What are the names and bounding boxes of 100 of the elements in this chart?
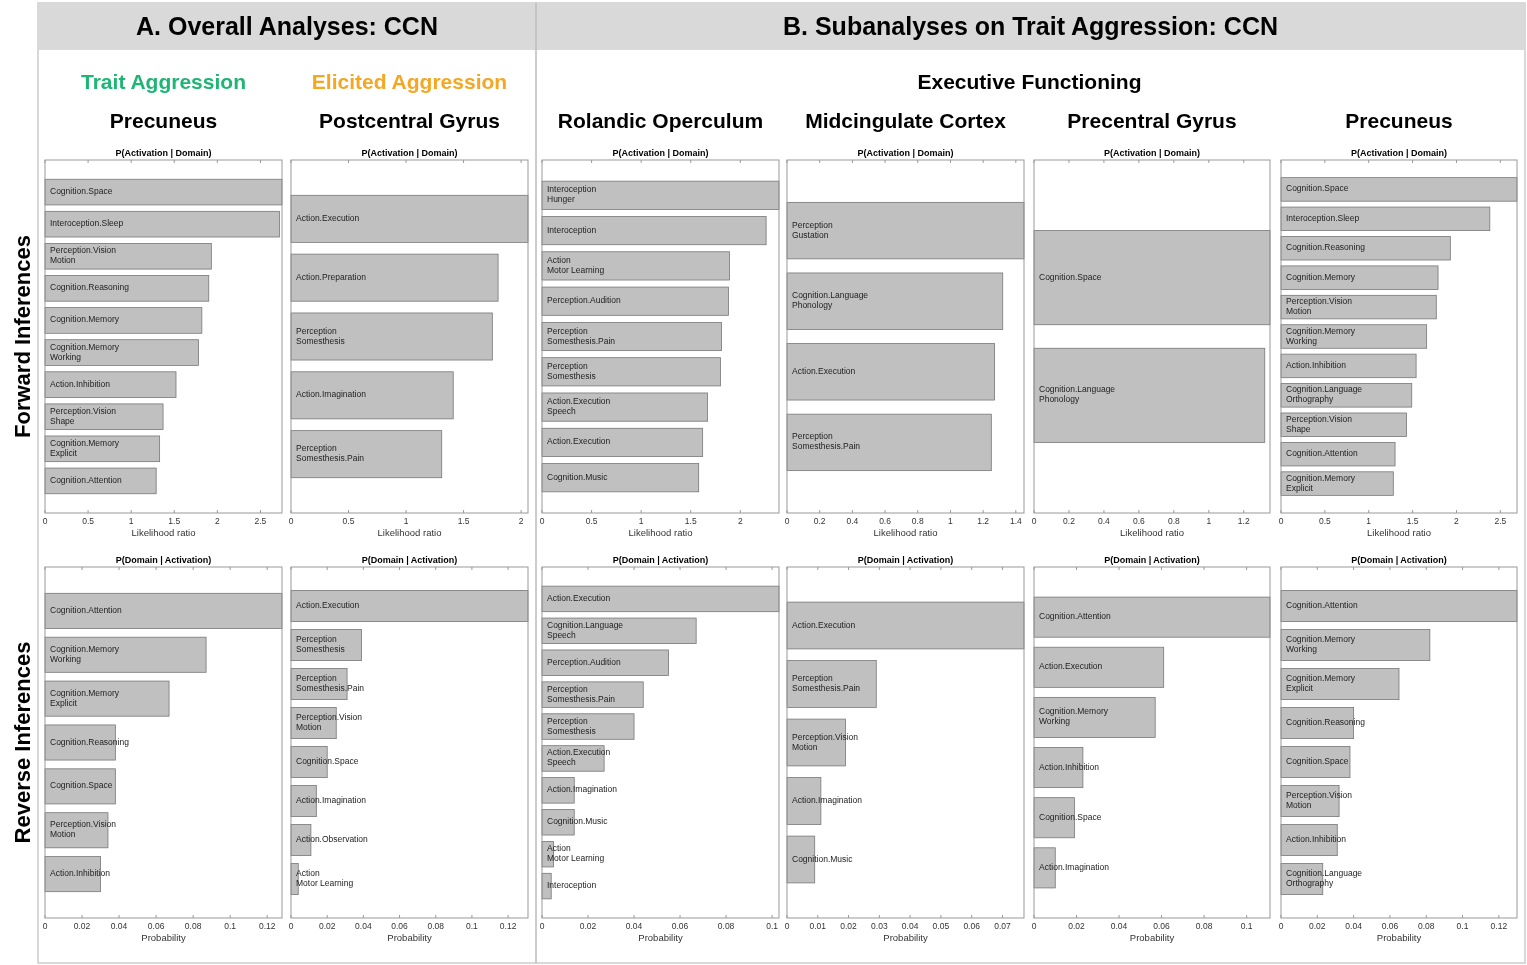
y-tick-label: Action.Observation [296, 834, 369, 845]
x-tick-label: 0 [42, 921, 48, 931]
x-tick-label: 0.5 [1318, 516, 1332, 526]
bar [1280, 294, 1437, 320]
x-tick-label: 0.03 [871, 921, 888, 931]
x-axis-title: Likelihood ratio [377, 527, 442, 538]
y-tick-label: Perception.Vision Motion [1286, 296, 1353, 317]
y-tick-label: Cognition.Space [50, 186, 113, 197]
x-tick-label: 0.1 [224, 921, 237, 931]
y-tick-label: Perception.Vision Motion [1286, 790, 1353, 811]
y-tick-label: Cognition.Music [792, 853, 854, 864]
x-tick-label: 0.12 [499, 921, 517, 931]
x-tick-label: 0.2 [1063, 516, 1076, 526]
x-tick-label: 0 [1031, 921, 1037, 931]
text: Precuneus [1345, 109, 1453, 132]
y-tick-label: Cognition.Memory [1286, 271, 1356, 282]
chart-title: P(Activation | Domain) [1103, 148, 1201, 158]
x-axis-title: Likelihood ratio [628, 527, 693, 538]
x-tick-label: 0.1 [1456, 921, 1469, 931]
x-tick-label: 1 [948, 516, 954, 526]
y-tick-label: Perception Somesthesis.Pain [547, 325, 616, 346]
bar [1280, 236, 1451, 261]
x-tick-label: 0.4 [1098, 516, 1111, 526]
bar [1033, 646, 1165, 688]
bar [290, 194, 529, 243]
x-tick-label: 0.08 [717, 921, 735, 931]
x-tick-label: 0.02 [1068, 921, 1086, 931]
bar [44, 680, 170, 717]
x-tick-label: 0.06 [147, 921, 165, 931]
x-tick-label: 0.07 [994, 921, 1011, 931]
x-tick-label: 0.5 [82, 516, 95, 526]
bar [1280, 206, 1491, 231]
x-axis-title: Likelihood ratio [131, 527, 196, 538]
x-tick-label: 0.06 [671, 921, 689, 931]
y-tick-label: Cognition.Memory Explicit [1286, 673, 1356, 694]
y-tick-label: Action.Imagination [792, 795, 863, 806]
bar [541, 649, 669, 676]
x-tick-label: 0.8 [1167, 516, 1181, 526]
x-tick-label: 0.04 [625, 921, 643, 931]
x-tick-label: 0.08 [184, 921, 202, 931]
x-tick-label: 0.06 [1381, 921, 1399, 931]
bar [541, 216, 767, 246]
x-tick-label: 1.2 [977, 516, 990, 526]
bar [786, 413, 992, 472]
y-tick-label: Cognition.Memory Working [50, 341, 120, 362]
y-tick-label: Perception.Vision Shape [50, 405, 117, 426]
x-tick-label: 0.1 [1240, 921, 1253, 931]
x-tick-label: 0.2 [813, 516, 826, 526]
bar [44, 592, 283, 629]
x-axis-title: Probability [141, 932, 186, 943]
text: Forward Inferences [10, 235, 35, 438]
x-tick-label: 2.5 [254, 516, 267, 526]
text: Postcentral Gyrus [319, 109, 500, 132]
y-tick-label: Action.Inhibition [1286, 360, 1347, 371]
y-tick-label: Cognition.Reasoning [50, 282, 130, 293]
x-tick-label: 0.02 [73, 921, 91, 931]
y-tick-label: Cognition.Attention [1286, 448, 1359, 459]
bar [541, 357, 721, 387]
x-tick-label: 1 [1366, 516, 1372, 526]
chart-title: P(Activation | Domain) [361, 148, 458, 158]
x-tick-label: 0.04 [1110, 921, 1128, 931]
text: Elicited Aggression [311, 70, 508, 93]
x-tick-label: 0 [1278, 516, 1284, 526]
x-tick-label: 0.1 [766, 921, 779, 931]
x-axis-title: Probability [1129, 932, 1175, 943]
y-tick-label: Perception Somesthesis.Pain [792, 673, 861, 694]
y-tick-label: Action Motor Learning [547, 255, 605, 276]
bar [1033, 696, 1156, 738]
text: Precuneus [109, 109, 218, 132]
y-tick-label: Perception.Audition [547, 295, 621, 306]
y-tick-label: Action.Execution [547, 593, 611, 604]
x-axis-title: Probability [1376, 932, 1422, 943]
x-axis-title: Probability [638, 932, 683, 943]
bar [541, 286, 729, 316]
y-tick-label: Action.Execution [296, 213, 360, 224]
x-tick-label: 0.6 [1132, 516, 1146, 526]
y-tick-label: Cognition.Memory Working [1039, 706, 1109, 727]
x-tick-label: 1.5 [1406, 516, 1419, 526]
bar [44, 371, 177, 398]
y-tick-label: Action.Execution [792, 619, 856, 630]
x-tick-label: 0.5 [585, 516, 598, 526]
chart-title: P(Domain | Activation) [857, 555, 954, 565]
text: Reverse Inferences [10, 641, 35, 844]
x-tick-label: 0.6 [879, 516, 892, 526]
bar [44, 636, 207, 673]
y-tick-label: Cognition.Space [1286, 183, 1349, 194]
x-tick-label: 0 [42, 516, 48, 526]
x-axis-title: Likelihood ratio [873, 527, 938, 538]
y-tick-label: Action.Imagination [296, 389, 367, 400]
x-tick-label: 1 [1206, 516, 1212, 526]
bar [44, 243, 212, 270]
text: Rolandic Operculum [557, 109, 764, 132]
bar [541, 180, 780, 210]
x-tick-label: 0.04 [110, 921, 128, 931]
x-tick-label: 0.08 [427, 921, 445, 931]
x-tick-label: 0.08 [1417, 921, 1435, 931]
x-tick-label: 1.5 [168, 516, 181, 526]
y-tick-label: Cognition.Attention [50, 475, 123, 486]
y-tick-label: Action Motor Learning [547, 843, 605, 864]
x-tick-label: 0.06 [963, 921, 981, 931]
